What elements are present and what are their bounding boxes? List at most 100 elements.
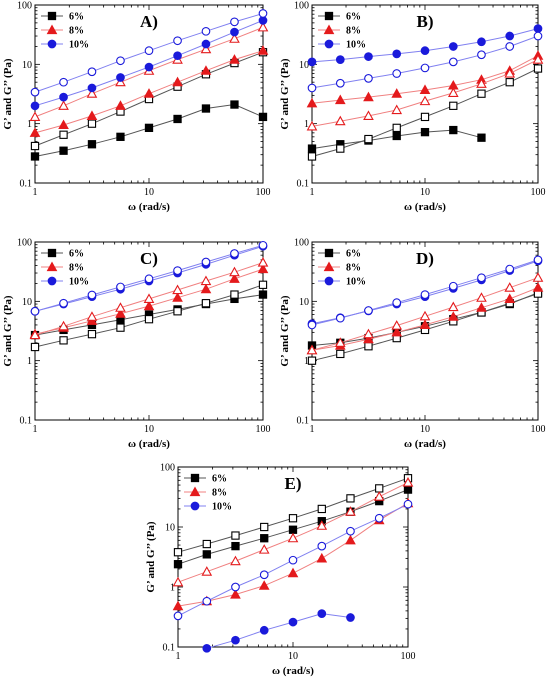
data-point (364, 74, 373, 83)
data-point (306, 120, 318, 131)
data-point (419, 84, 431, 95)
data-point (391, 326, 403, 337)
legend-marker (190, 501, 200, 511)
legend-marker (324, 39, 334, 49)
legend-label: 6% (346, 12, 361, 23)
data-point (420, 112, 430, 122)
data-point (420, 290, 430, 299)
data-point (258, 580, 270, 590)
data-point (29, 127, 41, 137)
data-point (200, 275, 212, 286)
data-point (59, 77, 68, 87)
y-tick-label: 0.1 (20, 179, 33, 190)
data-point (532, 54, 544, 64)
data-point (200, 283, 212, 294)
data-point (306, 344, 318, 355)
data-point (335, 313, 345, 323)
legend-marker (324, 276, 334, 286)
data-point (373, 491, 385, 501)
data-point (59, 92, 68, 102)
data-point (419, 310, 431, 321)
legend-label: 8% (346, 263, 361, 274)
data-point (307, 152, 317, 161)
data-point (231, 541, 240, 551)
data-point (87, 83, 97, 93)
series-8pct-filled (29, 45, 269, 137)
data-point (258, 9, 268, 18)
data-point (306, 97, 318, 108)
data-point (144, 123, 154, 133)
data-point (257, 257, 269, 267)
data-point (87, 140, 97, 149)
data-point (87, 119, 97, 128)
data-point (533, 255, 543, 265)
data-point (334, 115, 346, 126)
legend-marker (323, 261, 335, 272)
data-point (288, 525, 298, 534)
data-point (505, 42, 515, 51)
data-point (201, 104, 211, 113)
x-tick-label: 100 (256, 424, 271, 435)
data-point (336, 144, 345, 153)
data-point (476, 302, 487, 312)
data-point (345, 534, 356, 545)
data-point (317, 541, 327, 551)
data-point (345, 506, 356, 516)
data-point (116, 56, 125, 66)
data-point (420, 63, 430, 73)
data-point (59, 336, 68, 345)
data-point (505, 78, 514, 87)
x-tick-label: 100 (531, 187, 546, 198)
data-point (230, 100, 239, 109)
legend-marker (47, 248, 57, 258)
legend-marker (324, 11, 334, 21)
y-tick-label: 100 (294, 238, 309, 249)
data-point (116, 323, 125, 332)
data-point (144, 274, 154, 284)
data-point (260, 522, 269, 532)
data-point (392, 123, 401, 133)
data-point (87, 329, 97, 339)
data-point (230, 249, 239, 258)
data-point (477, 50, 486, 60)
data-point (230, 17, 239, 27)
x-tick-label: 10 (420, 424, 430, 435)
data-point (200, 43, 212, 54)
data-point (392, 298, 402, 308)
y-tick-label: 0.1 (297, 416, 310, 427)
series-6pct-open (307, 289, 543, 365)
legend-label: 6% (346, 249, 361, 260)
data-point (231, 531, 240, 540)
data-point (364, 134, 373, 144)
y-axis-label: G’ and G’’ (Pa) (2, 295, 14, 367)
series-10pct-open (173, 499, 413, 621)
data-point (202, 596, 212, 606)
y-tick-label: 10 (299, 60, 309, 71)
data-point (258, 290, 268, 299)
data-point (403, 499, 413, 509)
data-point (334, 337, 346, 347)
data-point (230, 290, 239, 299)
series-8pct-open (172, 477, 414, 587)
panel-label: C) (140, 249, 158, 268)
y-tick-label: 1 (27, 119, 32, 130)
series-8pct-open (29, 257, 269, 340)
x-axis-label: ω (rad/s) (128, 438, 170, 450)
legend-label: 8% (212, 488, 227, 499)
data-point (391, 320, 403, 330)
legend-label: 10% (69, 277, 89, 288)
data-point (231, 582, 240, 592)
data-point (532, 282, 544, 292)
data-point (229, 33, 240, 43)
data-point (173, 266, 182, 275)
data-point (335, 55, 345, 64)
x-tick-label: 100 (401, 651, 416, 662)
panel-label: B) (417, 12, 434, 31)
data-point (59, 130, 68, 139)
data-point (257, 45, 269, 55)
data-point (307, 320, 317, 330)
data-point (59, 298, 68, 308)
